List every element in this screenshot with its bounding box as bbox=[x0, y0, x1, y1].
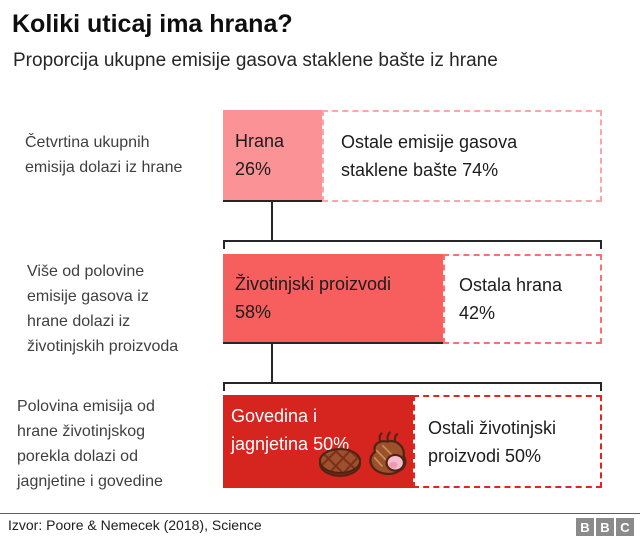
bar-other-animal-label: Ostali životinjski proizvodi 50% bbox=[428, 417, 557, 466]
source-credit: Izvor: Poore & Nemecek (2018), Science bbox=[8, 517, 262, 533]
row1-annotation: Četvrtina ukupnih emisija dolazi iz hran… bbox=[25, 134, 183, 176]
bar-beef-lamb-50pct: Govedina i jagnjetina 50% bbox=[223, 395, 413, 488]
bar-other-emissions-label: Ostale emisije gasova staklene bašte 74% bbox=[341, 132, 518, 180]
bracket-2 bbox=[223, 382, 602, 391]
bbc-logo-letter: C bbox=[616, 518, 634, 536]
bar-animal-products-label: Životinjski proizvodi 58% bbox=[235, 274, 392, 322]
row2-annotation: Više od polovine emisije gasova iz hrane… bbox=[27, 263, 179, 355]
bbc-logo-letter: B bbox=[596, 518, 614, 536]
bbc-logo-letter: B bbox=[576, 518, 594, 536]
connector-line-1 bbox=[271, 202, 273, 240]
steak-icon bbox=[318, 446, 362, 483]
ham-icon bbox=[365, 431, 409, 483]
bar-food-26pct: Hrana 26% bbox=[223, 110, 322, 202]
page-subtitle: Proporcija ukupne emisije gasova staklen… bbox=[13, 50, 498, 71]
connector-line-2 bbox=[271, 344, 273, 382]
page-title: Koliki uticaj ima hrana? bbox=[12, 10, 293, 38]
bar-other-emissions-74pct: Ostale emisije gasova staklene bašte 74% bbox=[322, 110, 602, 202]
bbc-logo: B B C bbox=[576, 518, 634, 536]
bar-food-label: Hrana 26% bbox=[235, 131, 285, 179]
row3-annotation: Polovina emisija od hrane životinjskog p… bbox=[17, 398, 163, 490]
footer-divider bbox=[0, 513, 640, 514]
bar-other-food-42pct: Ostala hrana 42% bbox=[443, 254, 602, 344]
meat-icons bbox=[318, 431, 409, 483]
bar-other-food-label: Ostala hrana 42% bbox=[459, 275, 563, 323]
bar-other-animal-50pct: Ostali životinjski proizvodi 50% bbox=[413, 395, 602, 488]
bracket-1 bbox=[223, 240, 602, 249]
bar-animal-products-58pct: Životinjski proizvodi 58% bbox=[223, 254, 443, 344]
